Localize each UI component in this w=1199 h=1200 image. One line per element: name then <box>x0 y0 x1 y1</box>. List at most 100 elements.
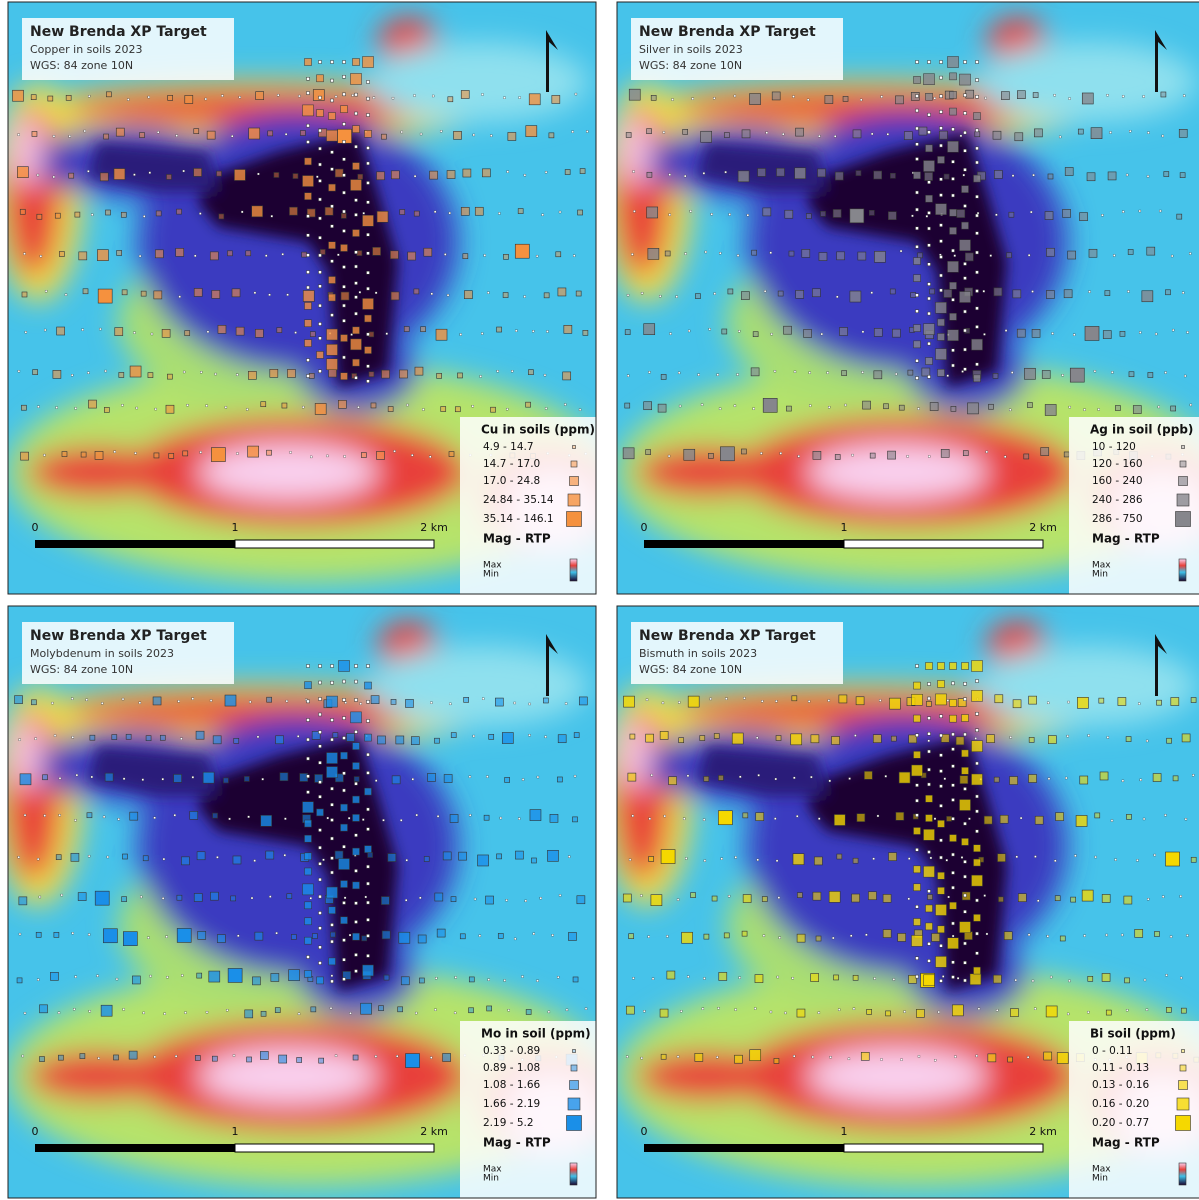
soil-sample <box>575 93 577 95</box>
soil-sample <box>704 776 709 781</box>
soil-sample <box>785 210 793 218</box>
soil-sample <box>162 897 164 899</box>
soil-sample <box>1088 976 1093 981</box>
soil-sample <box>246 408 248 410</box>
soil-sample <box>928 768 931 771</box>
soil-sample <box>950 227 957 234</box>
soil-sample <box>440 130 442 132</box>
soil-sample <box>1182 292 1184 294</box>
soil-sample <box>118 818 120 820</box>
soil-sample <box>305 918 312 925</box>
soil-sample <box>210 700 212 702</box>
soil-sample <box>860 99 862 101</box>
soil-sample <box>315 403 326 414</box>
soil-sample <box>506 408 508 410</box>
soil-sample <box>948 141 959 152</box>
soil-sample <box>469 776 471 778</box>
soil-sample <box>343 680 346 683</box>
legend-title: Mo in soil (ppm) <box>481 1027 591 1041</box>
soil-sample <box>784 326 792 334</box>
soil-sample <box>363 965 374 976</box>
soil-sample <box>1107 94 1109 96</box>
soil-sample <box>236 374 238 376</box>
soil-sample <box>1015 133 1023 141</box>
soil-sample <box>1054 94 1056 96</box>
soil-sample <box>302 406 304 408</box>
soil-sample <box>329 184 336 191</box>
soil-sample <box>918 1055 920 1057</box>
soil-sample <box>678 372 680 374</box>
soil-sample <box>469 977 474 982</box>
soil-sample <box>365 788 372 795</box>
soil-sample <box>142 779 144 781</box>
soil-sample <box>1069 98 1071 100</box>
legend-label: 35.14 - 146.1 <box>483 513 554 525</box>
soil-sample <box>1122 211 1124 213</box>
soil-sample <box>926 663 933 670</box>
soil-sample <box>968 818 970 820</box>
soil-sample <box>1080 776 1088 784</box>
soil-sample <box>319 163 322 166</box>
soil-sample <box>1064 290 1072 298</box>
soil-sample <box>960 292 971 303</box>
map-panel: New Brenda XP TargetMolybdenum in soils … <box>0 606 618 1198</box>
soil-sample <box>934 1059 936 1061</box>
soil-sample <box>853 975 858 980</box>
soil-sample <box>827 372 829 374</box>
soil-sample <box>248 371 256 379</box>
soil-sample <box>460 934 465 939</box>
soil-sample <box>232 289 240 297</box>
soil-sample <box>1121 934 1123 936</box>
soil-sample <box>900 250 902 252</box>
soil-sample <box>454 131 462 139</box>
soil-sample <box>928 750 931 753</box>
soil-sample <box>62 452 67 457</box>
soil-sample <box>924 324 935 335</box>
soil-sample <box>770 252 772 254</box>
soil-sample <box>728 289 733 294</box>
soil-sample <box>469 814 471 816</box>
soil-sample <box>71 853 79 861</box>
soil-sample <box>84 130 86 132</box>
soil-sample <box>976 1055 978 1057</box>
soil-sample <box>305 868 312 875</box>
scale-label: 2 km <box>420 521 448 534</box>
soil-sample <box>976 712 979 715</box>
soil-sample <box>779 937 781 939</box>
soil-sample <box>964 277 967 280</box>
soil-sample <box>625 330 630 335</box>
soil-sample <box>343 958 346 961</box>
soil-sample <box>1082 890 1093 901</box>
soil-sample <box>480 375 482 377</box>
soil-sample <box>367 808 370 811</box>
soil-sample <box>1139 210 1141 212</box>
soil-sample <box>687 775 689 777</box>
soil-sample <box>136 407 138 409</box>
soil-sample <box>1122 780 1124 782</box>
soil-sample <box>252 206 263 217</box>
soil-sample <box>1094 370 1096 372</box>
soil-sample <box>327 817 329 819</box>
soil-sample <box>473 735 475 737</box>
soil-sample <box>874 371 882 379</box>
soil-sample <box>319 946 322 949</box>
soil-sample <box>247 1057 252 1062</box>
soil-sample <box>343 93 346 96</box>
soil-sample <box>899 772 910 783</box>
soil-sample <box>760 452 762 454</box>
soil-sample <box>526 126 537 137</box>
soil-sample <box>944 778 946 780</box>
soil-sample <box>327 887 338 898</box>
soil-sample <box>330 932 335 937</box>
soil-sample <box>352 94 354 96</box>
soil-sample <box>734 1055 742 1063</box>
soil-sample <box>1147 898 1149 900</box>
scale-label: 2 km <box>1029 521 1057 534</box>
soil-sample <box>856 171 861 176</box>
soil-sample <box>940 944 943 947</box>
soil-sample <box>924 866 935 877</box>
soil-sample <box>952 935 954 937</box>
soil-sample <box>940 127 943 130</box>
soil-sample <box>353 848 360 855</box>
soil-sample <box>678 701 680 703</box>
